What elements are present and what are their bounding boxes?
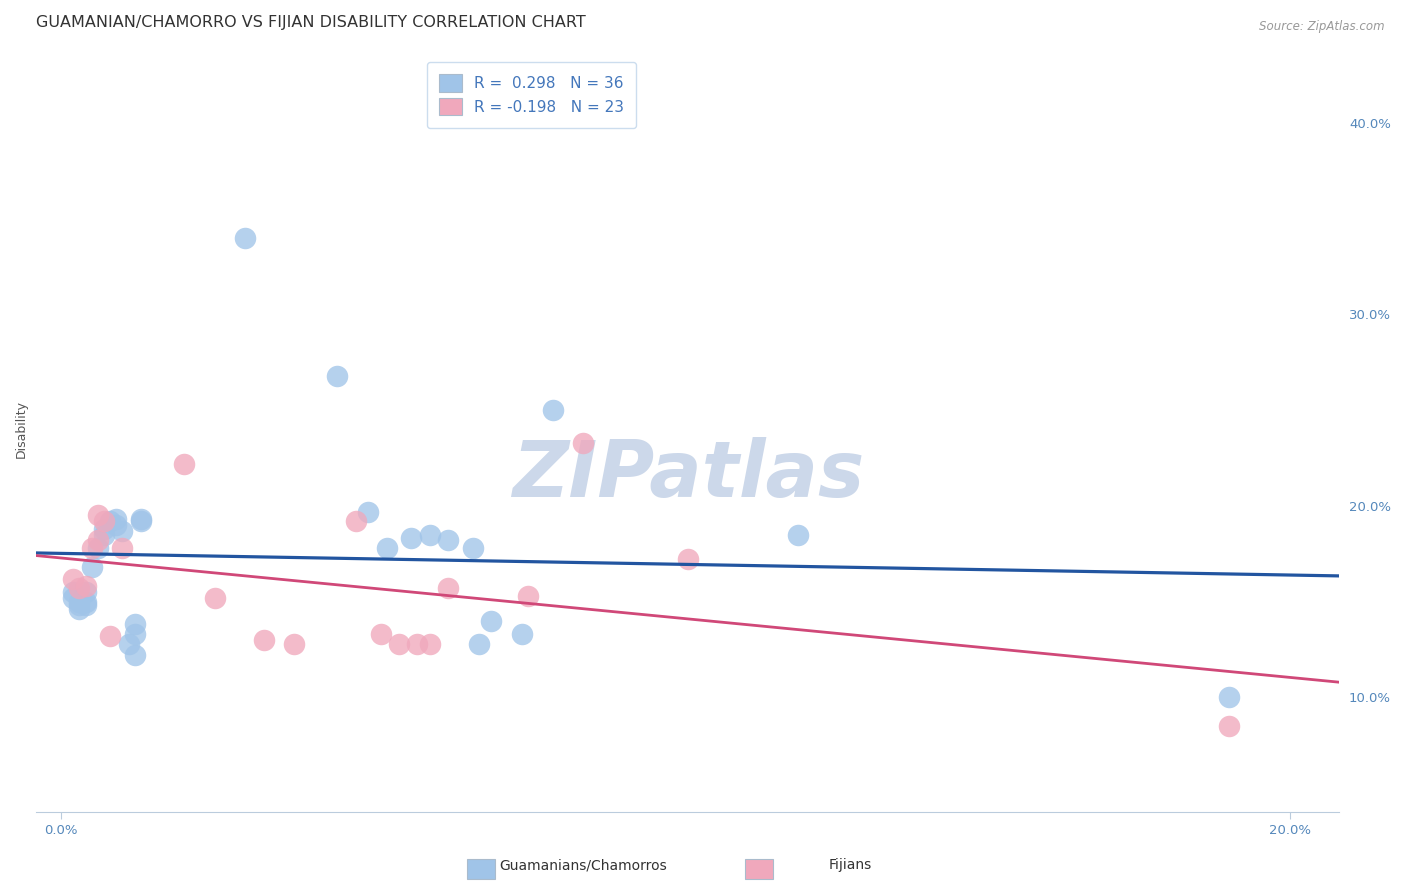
Point	[1218, 719, 1240, 733]
Point	[253, 632, 276, 647]
Point	[75, 585, 97, 599]
Point	[517, 589, 540, 603]
Point	[173, 457, 195, 471]
Point	[326, 368, 349, 383]
Point	[93, 514, 115, 528]
Legend: R =  0.298   N = 36, R = -0.198   N = 23: R = 0.298 N = 36, R = -0.198 N = 23	[426, 62, 637, 128]
Point	[461, 541, 484, 555]
Point	[93, 522, 115, 536]
Point	[62, 591, 84, 605]
Text: Source: ZipAtlas.com: Source: ZipAtlas.com	[1260, 20, 1385, 33]
Text: GUAMANIAN/CHAMORRO VS FIJIAN DISABILITY CORRELATION CHART: GUAMANIAN/CHAMORRO VS FIJIAN DISABILITY …	[37, 15, 586, 30]
Point	[541, 403, 564, 417]
Point	[375, 541, 398, 555]
Point	[67, 581, 90, 595]
Point	[479, 614, 502, 628]
Point	[419, 637, 441, 651]
Point	[124, 627, 146, 641]
Point	[572, 435, 595, 450]
Point	[124, 617, 146, 632]
Point	[419, 527, 441, 541]
Point	[98, 629, 121, 643]
Point	[80, 541, 103, 555]
Point	[87, 508, 110, 523]
Point	[124, 648, 146, 662]
Point	[67, 602, 90, 616]
Y-axis label: Disability: Disability	[15, 401, 28, 458]
Point	[787, 527, 810, 541]
Point	[62, 585, 84, 599]
Point	[437, 581, 460, 595]
Point	[87, 541, 110, 555]
Point	[117, 637, 139, 651]
Point	[233, 231, 256, 245]
Point	[283, 637, 305, 651]
Point	[676, 552, 699, 566]
Point	[344, 514, 367, 528]
Text: Guamanians/Chamorros: Guamanians/Chamorros	[499, 858, 668, 872]
Point	[510, 627, 533, 641]
Point	[93, 527, 115, 541]
Point	[357, 504, 380, 518]
Point	[75, 594, 97, 608]
Point	[80, 560, 103, 574]
Point	[111, 541, 134, 555]
Point	[105, 518, 128, 533]
Point	[129, 512, 152, 526]
Point	[75, 579, 97, 593]
Point	[62, 572, 84, 586]
Point	[406, 637, 429, 651]
Point	[98, 514, 121, 528]
Point	[468, 637, 491, 651]
Point	[399, 532, 422, 546]
Point	[370, 627, 392, 641]
Point	[111, 524, 134, 538]
Point	[1218, 690, 1240, 705]
Point	[87, 533, 110, 548]
Point	[388, 637, 411, 651]
Point	[67, 599, 90, 613]
Point	[67, 594, 90, 608]
Point	[75, 599, 97, 613]
Point	[129, 514, 152, 528]
Point	[204, 591, 226, 605]
Text: Fijians: Fijians	[830, 858, 872, 872]
Point	[437, 533, 460, 548]
Text: ZIPatlas: ZIPatlas	[512, 437, 863, 513]
Point	[105, 512, 128, 526]
